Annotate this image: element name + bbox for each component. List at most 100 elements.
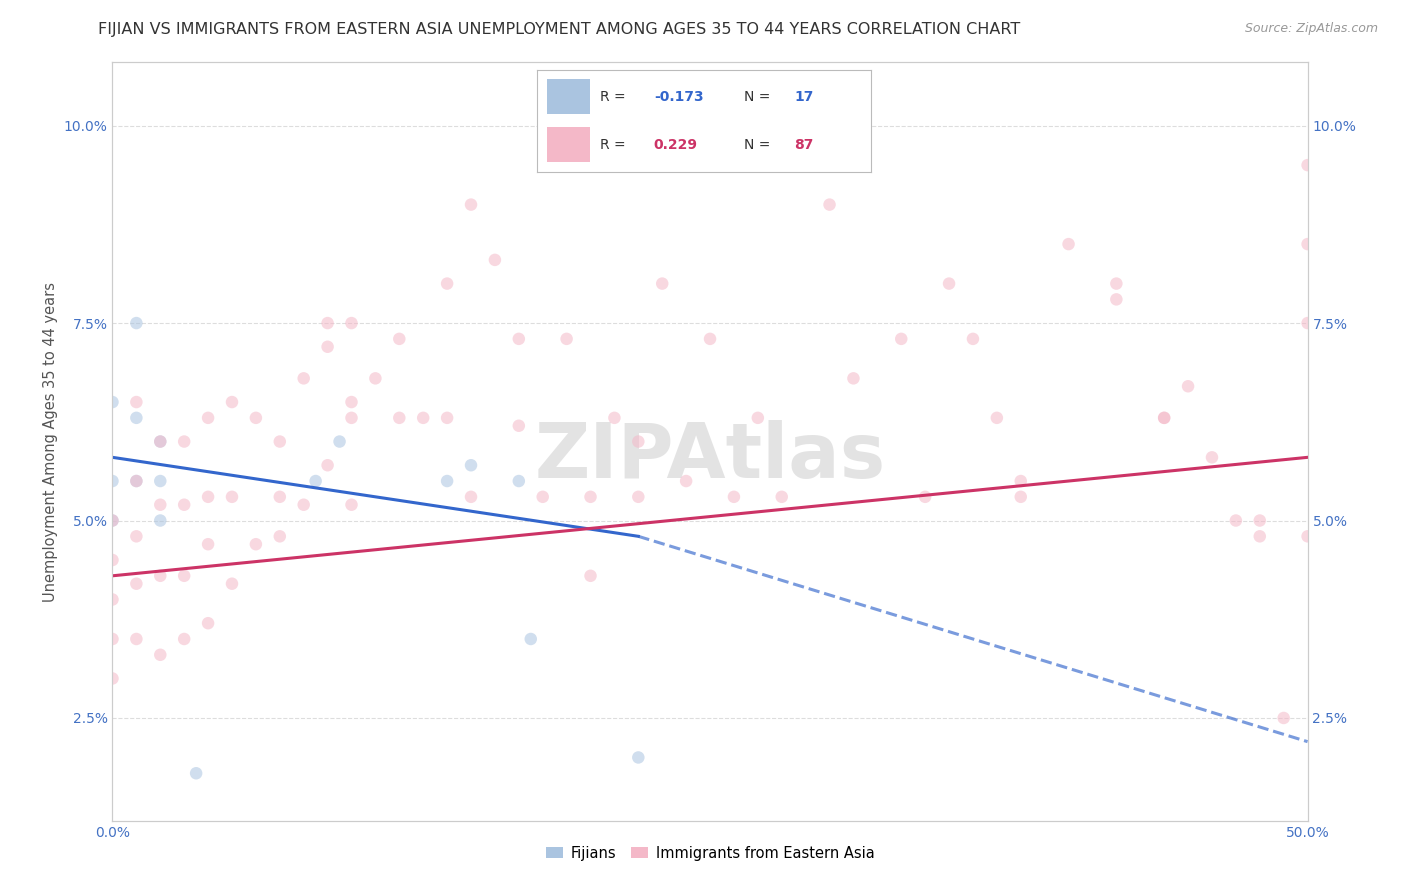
Point [305,474,328,488]
Text: Source: ZipAtlas.com: Source: ZipAtlas.com [1244,22,1378,36]
Point [125,316,148,330]
Point [986,410,1008,425]
Point [1105,293,1128,307]
Point [269,490,291,504]
Point [818,197,841,211]
Point [460,490,482,504]
Point [1201,450,1223,465]
Point [723,490,745,504]
Point [101,672,124,686]
Point [125,529,148,543]
Point [412,410,434,425]
Point [197,490,219,504]
Point [1225,514,1247,528]
Point [269,529,291,543]
Point [269,434,291,449]
Point [603,410,626,425]
Point [1272,711,1295,725]
Point [842,371,865,385]
Point [292,371,315,385]
Text: ZIPAtlas: ZIPAtlas [534,420,886,493]
Text: FIJIAN VS IMMIGRANTS FROM EASTERN ASIA UNEMPLOYMENT AMONG AGES 35 TO 44 YEARS CO: FIJIAN VS IMMIGRANTS FROM EASTERN ASIA U… [98,22,1021,37]
Point [316,458,339,473]
Point [101,395,124,409]
Point [101,592,124,607]
Point [1296,316,1319,330]
Point [197,537,219,551]
Point [579,569,602,583]
Point [173,632,195,646]
Point [1296,158,1319,172]
Point [627,750,650,764]
Point [101,514,124,528]
Point [579,490,602,504]
Point [329,434,352,449]
Point [340,395,363,409]
Point [508,418,530,433]
Point [245,537,267,551]
Point [699,332,721,346]
Point [186,766,208,780]
Point [388,410,411,425]
Point [890,332,912,346]
Point [149,514,172,528]
Point [770,490,793,504]
Point [1105,277,1128,291]
Point [125,632,148,646]
Point [245,410,267,425]
Point [149,498,172,512]
Legend: Fijians, Immigrants from Eastern Asia: Fijians, Immigrants from Eastern Asia [540,839,880,866]
Point [1010,474,1032,488]
Point [675,474,697,488]
Point [149,648,172,662]
Point [221,576,243,591]
Point [221,395,243,409]
Point [125,474,148,488]
Point [221,490,243,504]
Point [651,277,673,291]
Point [1296,529,1319,543]
Point [340,316,363,330]
Point [101,553,124,567]
Point [173,569,195,583]
Point [340,498,363,512]
Point [101,474,124,488]
Point [436,410,458,425]
Point [436,474,458,488]
Point [316,316,339,330]
Point [125,576,148,591]
Point [1296,237,1319,252]
Point [173,498,195,512]
Point [1010,490,1032,504]
Point [962,332,984,346]
Point [747,410,769,425]
Point [460,458,482,473]
Point [149,434,172,449]
Y-axis label: Unemployment Among Ages 35 to 44 years: Unemployment Among Ages 35 to 44 years [44,282,58,601]
Point [436,277,458,291]
Point [1057,237,1080,252]
Point [364,371,387,385]
Point [149,569,172,583]
Point [197,410,219,425]
Point [125,395,148,409]
Point [101,514,124,528]
Point [627,490,650,504]
Point [914,490,936,504]
Point [508,332,530,346]
Point [125,410,148,425]
Point [149,474,172,488]
Point [292,498,315,512]
Point [1153,410,1175,425]
Point [101,632,124,646]
Point [508,474,530,488]
Point [1249,514,1271,528]
Point [460,197,482,211]
Point [197,616,219,631]
Point [125,474,148,488]
Point [1153,410,1175,425]
Point [388,332,411,346]
Point [938,277,960,291]
Point [627,434,650,449]
Point [149,434,172,449]
